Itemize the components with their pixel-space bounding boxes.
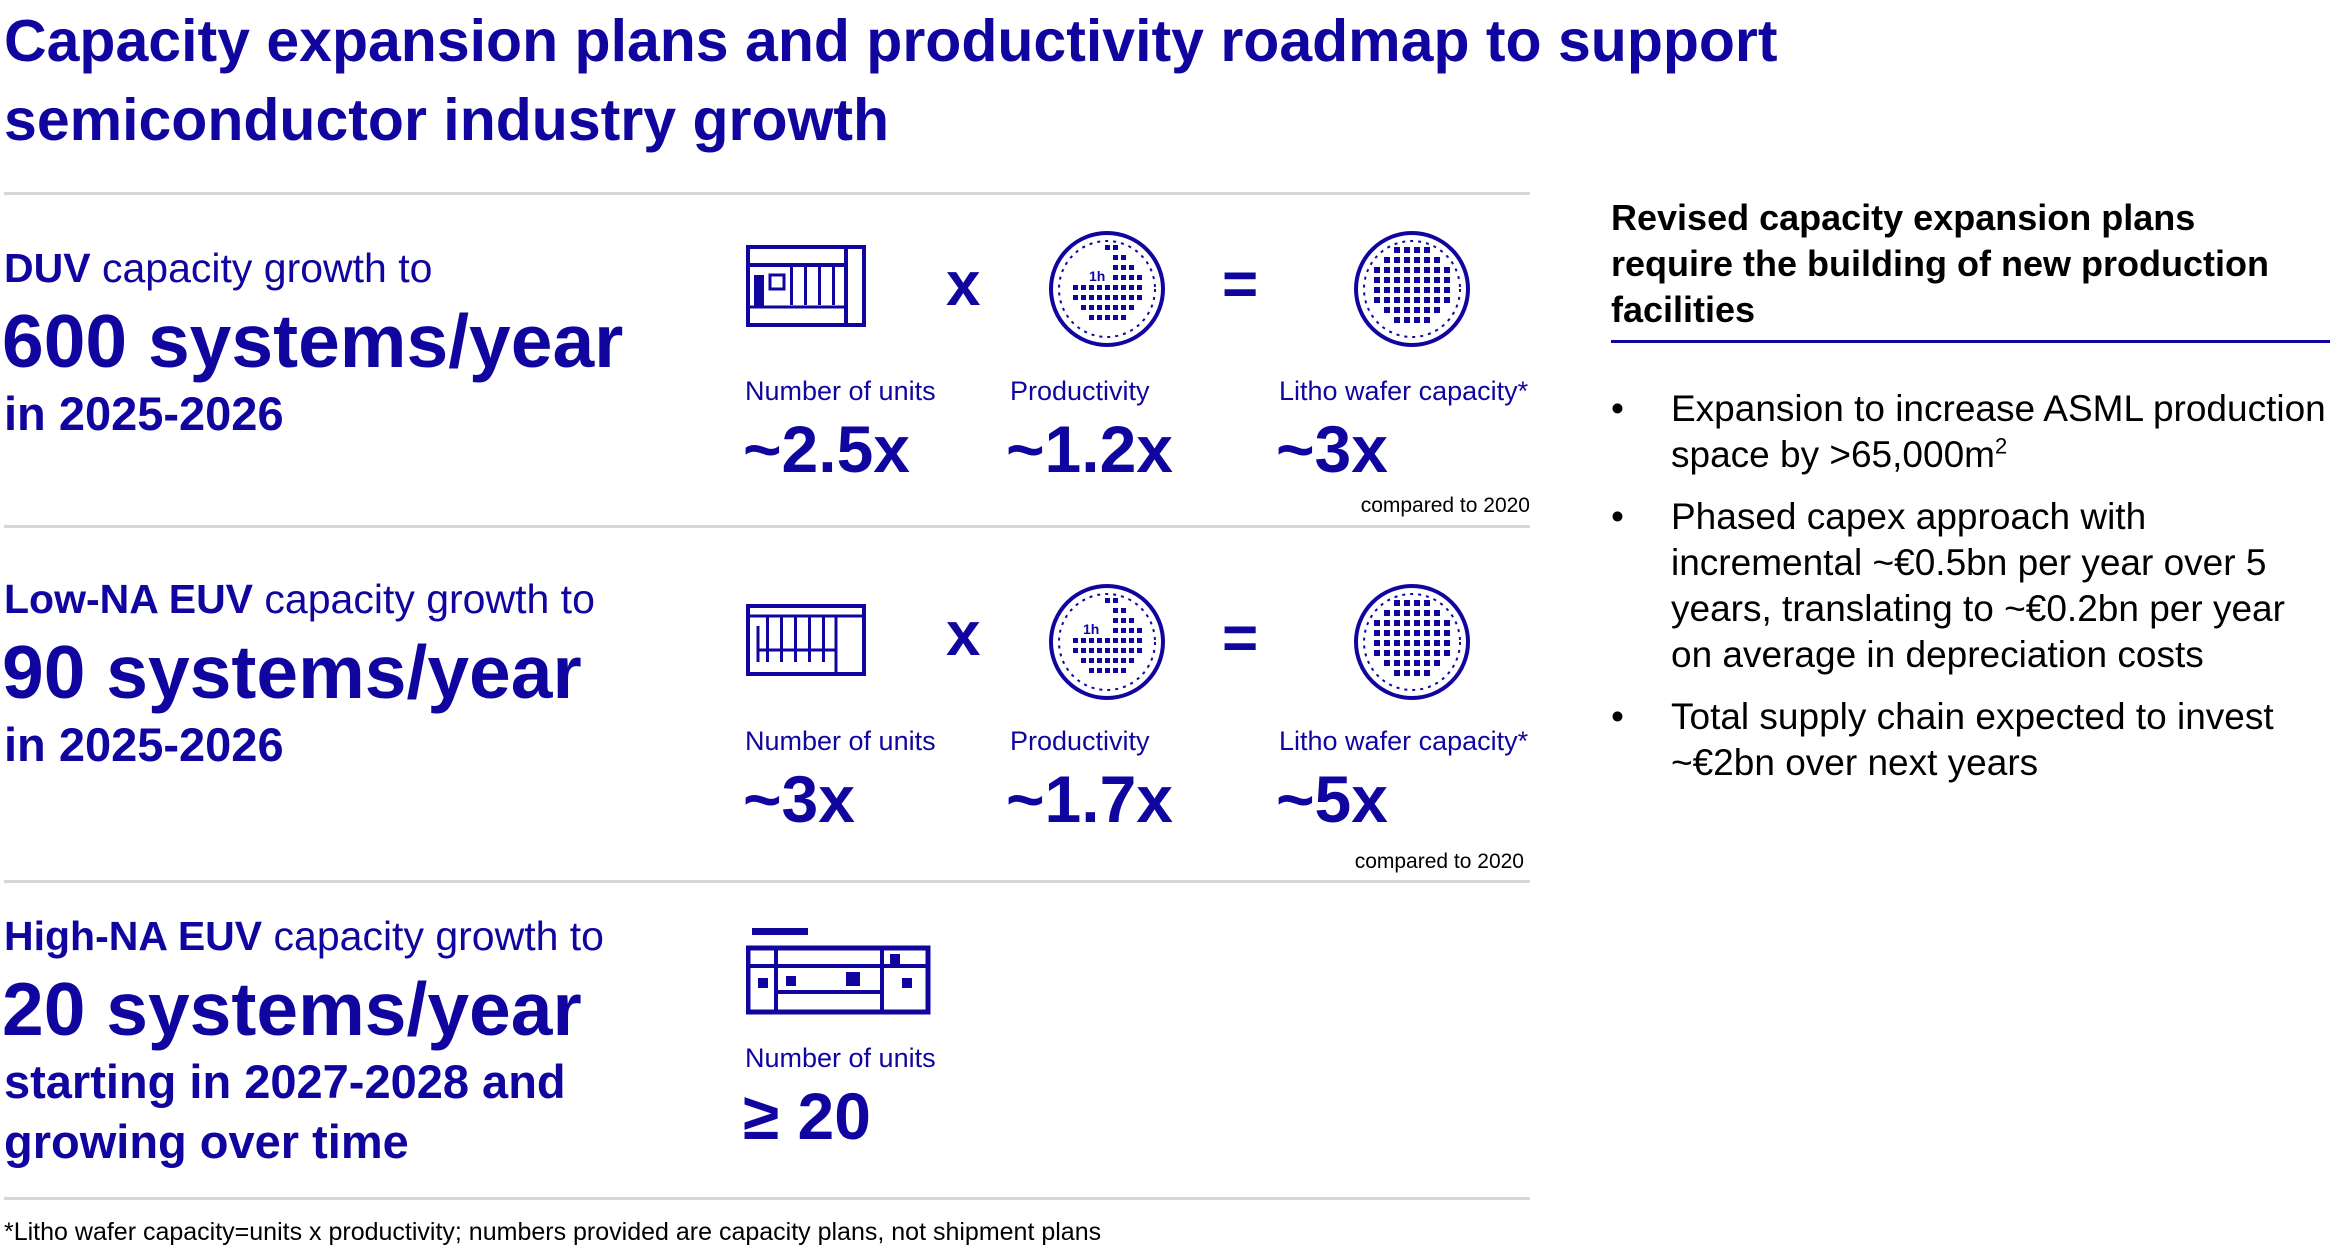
- metric-label-capacity: Litho wafer capacity*: [1279, 376, 1529, 406]
- list-item: • Expansion to increase ASML production s…: [1611, 386, 2330, 478]
- list-item: • Phased capex approach with incremental …: [1611, 494, 2330, 678]
- wafer-badge: 1h: [1083, 621, 1099, 637]
- metric-label-capacity: Litho wafer capacity*: [1279, 726, 1529, 756]
- section-name: Low-NA EUV: [4, 576, 254, 622]
- metric-label-productivity: Productivity: [1010, 726, 1150, 756]
- section-name: High-NA EUV: [4, 913, 263, 959]
- bullet-text: Total supply chain expected to invest ~€…: [1671, 696, 2274, 783]
- section-heading-rest: capacity growth to: [253, 576, 595, 622]
- bullet-text: Phased capex approach with incremental ~…: [1671, 496, 2285, 675]
- bullet-text: Expansion to increase ASML production sp…: [1671, 388, 2326, 475]
- comparison-note: compared to 2020: [1360, 494, 1530, 517]
- divider: [4, 525, 1530, 528]
- metric-label-units: Number of units: [745, 376, 936, 406]
- metric-value-productivity: ~1.7x: [1006, 762, 1173, 836]
- metric-label-units: Number of units: [745, 1043, 936, 1073]
- right-panel-heading: Revised capacity expansion plans require…: [1611, 197, 2269, 330]
- metric-value-units: ≥ 20: [743, 1079, 871, 1153]
- right-panel-bullets: • Expansion to increase ASML production s…: [1611, 386, 2330, 802]
- metric-value-capacity: ~3x: [1276, 412, 1388, 486]
- list-item: • Total supply chain expected to invest ~…: [1611, 694, 2330, 786]
- productivity-wafer-icon: 1h: [1047, 582, 1167, 702]
- section-highna-period-line2: growing over time: [4, 1115, 409, 1168]
- wafer-grid-icon: [1352, 582, 1472, 702]
- section-duv-period: in 2025-2026: [4, 387, 284, 440]
- section-highna-headline: 20 systems/year: [2, 967, 582, 1051]
- superscript: 2: [1994, 433, 2008, 459]
- metric-label-units: Number of units: [745, 726, 936, 756]
- section-highna-period-line1: starting in 2027-2028 and: [4, 1055, 566, 1108]
- section-duv-headline: 600 systems/year: [2, 299, 624, 383]
- divider: [4, 192, 1530, 195]
- footnote: *Litho wafer capacity=units x productivi…: [4, 1218, 1102, 1246]
- multiply-operator: x: [946, 600, 981, 669]
- multiply-operator: x: [946, 250, 981, 319]
- comparison-note: compared to 2020: [1354, 850, 1524, 873]
- metric-value-productivity: ~1.2x: [1006, 412, 1173, 486]
- section-lowna-heading: Low-NA EUV capacity growth to: [4, 574, 595, 624]
- right-panel-rule: [1611, 340, 2330, 343]
- fab-building-icon: [746, 928, 932, 1016]
- metric-value-units: ~2.5x: [743, 412, 910, 486]
- productivity-wafer-icon: 1h: [1047, 229, 1167, 349]
- bullet-icon: •: [1611, 388, 1624, 429]
- fab-building-icon: [746, 245, 866, 327]
- wafer-grid-icon: [1352, 229, 1472, 349]
- bullet-icon: •: [1611, 496, 1624, 537]
- equals-operator: =: [1222, 604, 1259, 673]
- section-name: DUV: [4, 245, 91, 291]
- page-title: Capacity expansion plans and productivit…: [4, 8, 1778, 153]
- divider: [4, 1197, 1530, 1200]
- section-lowna-period: in 2025-2026: [4, 718, 284, 771]
- section-duv-heading: DUV capacity growth to: [4, 243, 432, 293]
- section-highna-heading: High-NA EUV capacity growth to: [4, 911, 604, 961]
- divider: [4, 880, 1530, 883]
- wafer-badge: 1h: [1089, 268, 1105, 284]
- section-lowna-headline: 90 systems/year: [2, 630, 582, 714]
- equals-operator: =: [1222, 250, 1259, 319]
- metric-value-units: ~3x: [743, 762, 855, 836]
- bullet-icon: •: [1611, 696, 1624, 737]
- section-heading-rest: capacity growth to: [90, 245, 433, 291]
- section-heading-rest: capacity growth to: [262, 913, 604, 959]
- fab-building-icon: [746, 604, 866, 676]
- metric-value-capacity: ~5x: [1276, 762, 1388, 836]
- metric-label-productivity: Productivity: [1010, 376, 1150, 406]
